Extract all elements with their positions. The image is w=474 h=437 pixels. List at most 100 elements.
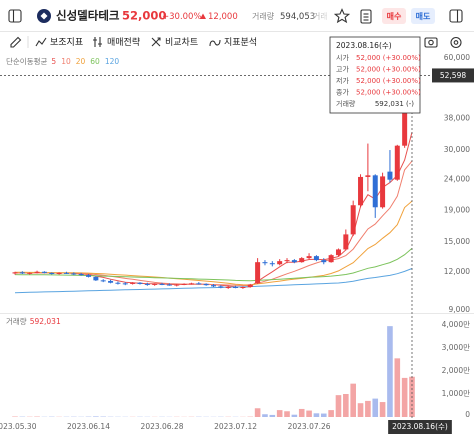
buy-button[interactable]: 매수 — [382, 8, 406, 24]
y-tick-label: 19,000 — [444, 206, 470, 215]
legend-entry[interactable]: 60 — [90, 57, 100, 66]
candle-body — [166, 284, 172, 286]
y-tick-label: 12,000 — [444, 267, 470, 276]
candle-body — [137, 282, 143, 284]
volume-bar — [357, 403, 364, 417]
volume-bar — [284, 411, 290, 417]
y-tick-label: 60,000 — [444, 53, 470, 62]
volume-bar — [387, 326, 393, 417]
toolbar-item[interactable]: 지표분석 — [224, 37, 257, 48]
volume-bar — [401, 377, 408, 417]
memo-button[interactable] — [360, 9, 372, 24]
panel-toggle[interactable] — [449, 9, 463, 23]
legend-entry[interactable]: 120 — [105, 57, 120, 66]
volume-bar — [306, 410, 312, 417]
y-tick-label: 15,000 — [444, 237, 470, 246]
toolbar-item[interactable]: 보조지표 — [50, 37, 83, 48]
crosshair-price-label: 52,598 — [440, 71, 466, 80]
candle-body — [284, 260, 290, 262]
candle-body — [78, 274, 84, 276]
candle-body — [41, 271, 47, 273]
candle-body — [262, 262, 268, 264]
price-tooltip: 2023.08.16(수) 시가 52,000 (+30.00%) 고가 52,000 … — [329, 36, 421, 114]
settings-button[interactable] — [450, 36, 462, 49]
crosshair-date-box — [388, 420, 452, 434]
gear-center — [453, 40, 459, 45]
tooltip-row-label: 저가 — [336, 76, 349, 85]
volume-tick-label: 4,000만 — [442, 320, 470, 329]
candle-body — [372, 175, 378, 208]
legend-entry[interactable]: 10 — [61, 57, 71, 66]
volume-bar — [350, 383, 356, 417]
volume-bar — [379, 402, 386, 417]
tooltip-row-value: 592,031 (-) — [375, 100, 414, 108]
analysis-icon — [209, 39, 221, 47]
change-amount: 12,000 — [208, 12, 238, 22]
volume-tick-label: 1,000만 — [442, 389, 470, 398]
candle-body — [27, 272, 33, 274]
candle-body — [108, 280, 114, 283]
legend-entry[interactable]: 5 — [51, 57, 56, 66]
tooltip-bg — [329, 36, 421, 114]
candle-body — [196, 283, 202, 285]
tooltip-row-value: 52,000 (+30.00%) — [356, 66, 421, 74]
toolbar-item[interactable]: 매매전략 — [107, 36, 140, 48]
candle-body — [225, 287, 231, 289]
candle-body — [56, 272, 62, 275]
toolbar-item[interactable]: 비교차트 — [165, 36, 198, 48]
candle-body — [313, 256, 319, 261]
y-tick-label: 24,000 — [444, 175, 470, 184]
crosshair-date-label: 2023.08.16(수) — [392, 422, 448, 431]
screenshot-button[interactable] — [424, 37, 438, 48]
current-price: 52,000 — [122, 9, 166, 23]
candle-body — [12, 272, 18, 274]
tooltip-row-value: 52,000 (+30.00%) — [356, 77, 421, 85]
candle-body — [335, 249, 341, 256]
volume-tick-label: 2,000만 — [442, 366, 470, 375]
strategy-icon — [93, 37, 102, 47]
candle-body — [115, 282, 121, 284]
volume-bar — [262, 414, 268, 417]
buy-button-bg — [382, 8, 406, 24]
candle-body — [233, 287, 239, 289]
volume-tick-label: 3,000만 — [442, 343, 470, 352]
candle-body — [255, 262, 261, 284]
x-tick-label: 2023.06.28 — [141, 422, 184, 431]
candle-body — [49, 272, 55, 275]
buy-label: 매수 — [387, 11, 402, 21]
x-tick-label: 2023.07.12 — [214, 422, 257, 431]
panel-icon — [449, 9, 463, 23]
volume-bar — [291, 414, 298, 417]
candle-body — [203, 283, 209, 286]
tooltip-row-label: 종가 — [336, 88, 349, 97]
tooltip-row-value: 52,000 (+30.00%) — [356, 89, 421, 97]
gear-icon — [450, 36, 462, 49]
candle-body — [394, 145, 400, 180]
candle-body — [122, 283, 128, 285]
y-tick-label: 9,000 — [449, 305, 471, 314]
legend-entry[interactable]: 20 — [76, 57, 86, 66]
volume-bar — [365, 400, 371, 417]
volume-bar — [328, 410, 334, 417]
sell-button[interactable]: 매도 — [411, 8, 435, 24]
candle-body — [86, 275, 92, 277]
up-arrow — [200, 13, 206, 19]
sidebar-toggle[interactable] — [8, 9, 22, 23]
sell-label: 매도 — [416, 11, 431, 21]
volume-bar — [298, 408, 305, 417]
stock-name[interactable]: 신성델타테크 — [56, 9, 120, 23]
volume-bar — [320, 413, 327, 417]
legend-title: 단순이동평균 — [6, 56, 47, 66]
favorite-button[interactable] — [333, 8, 351, 24]
candle-body — [269, 263, 275, 265]
x-tick-label: 2023.07.26 — [288, 422, 331, 431]
sell-button-bg — [411, 8, 435, 24]
x-tick-label: 2023.05.30 — [0, 422, 37, 431]
overlay-layer: 52,598 2023.08.16(수) 2023.08.16(수)시가 52,000… — [0, 36, 474, 434]
y-tick-label: 38,000 — [444, 114, 470, 123]
indicator-icon — [35, 37, 47, 47]
candle-body — [19, 272, 25, 274]
candle-body — [240, 287, 246, 289]
draw-tool[interactable] — [10, 36, 22, 48]
